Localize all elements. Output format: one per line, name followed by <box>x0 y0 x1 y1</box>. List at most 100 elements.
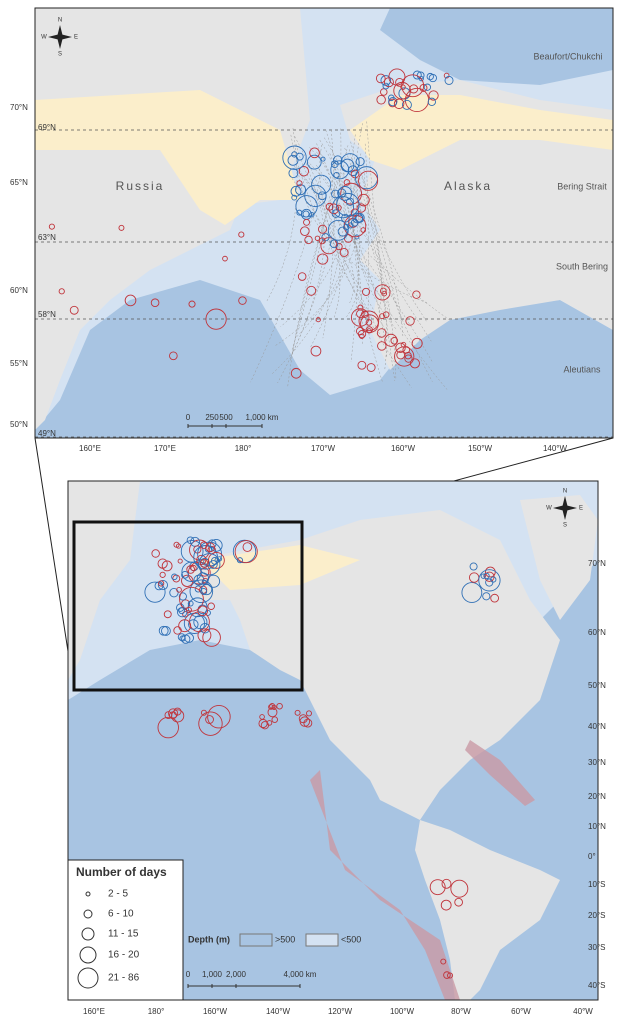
track-dot <box>124 294 137 307</box>
track-dot <box>291 194 298 201</box>
track-dot <box>176 587 182 593</box>
track-dot <box>150 298 160 308</box>
track-line <box>366 121 396 381</box>
track-dot <box>58 288 65 295</box>
track-dot <box>478 569 501 592</box>
track-dot <box>401 99 412 110</box>
lon-label: 160°W <box>391 444 416 453</box>
lon-label: 160°E <box>83 1007 105 1016</box>
track-line <box>295 166 433 362</box>
track-dot <box>159 571 166 578</box>
track-dot <box>347 222 354 229</box>
track-dot <box>118 224 125 231</box>
track-dot <box>358 310 380 332</box>
track-dot <box>298 166 309 177</box>
track-dot <box>267 707 278 718</box>
track-dot <box>343 179 351 186</box>
lon-label: 60°W <box>511 1007 531 1016</box>
track-dot <box>199 622 211 634</box>
track-dot <box>444 75 454 85</box>
legend-symbol <box>81 927 95 941</box>
track-dot <box>365 326 373 334</box>
track-dot <box>461 582 483 603</box>
track-dot <box>303 718 313 728</box>
track-dot <box>48 223 55 230</box>
track-dot <box>490 593 500 603</box>
lat-label: 70°N <box>588 559 606 568</box>
track-dot <box>358 170 379 191</box>
lon-label: 100°W <box>390 1007 415 1016</box>
lat-label: 55°N <box>10 359 28 368</box>
track-dot <box>384 333 398 347</box>
legend-symbol <box>79 946 97 964</box>
lon-label: 180° <box>235 444 252 453</box>
track-dot <box>443 72 450 79</box>
track-dot <box>169 588 179 598</box>
track-dot <box>375 73 386 84</box>
lon-label: 150°W <box>468 444 493 453</box>
track-line <box>309 141 358 349</box>
region-label: Beaufort/Chukchi <box>533 51 602 61</box>
track-dot <box>181 571 189 579</box>
track-dot <box>168 708 179 719</box>
track-dot <box>300 226 310 236</box>
track-line <box>266 128 298 301</box>
track-dot <box>343 214 367 238</box>
track-dot <box>271 716 279 723</box>
track-dot <box>409 84 419 94</box>
track-dot <box>346 197 355 206</box>
track-dot <box>173 541 180 548</box>
lat-label: 50°N <box>588 681 606 690</box>
lat-label: 40°S <box>588 981 605 990</box>
track-dot <box>207 552 225 569</box>
track-dot <box>189 579 214 604</box>
region-label: Aleutians <box>563 364 601 374</box>
lon-label: 120°W <box>328 1007 353 1016</box>
compass-letter: S <box>58 52 62 58</box>
scale-bar <box>187 424 263 428</box>
track-dot <box>340 182 363 205</box>
track-dot <box>484 566 496 578</box>
track-dot <box>335 242 343 251</box>
track-dot <box>357 360 367 370</box>
track-dot <box>426 72 434 81</box>
track-dot <box>336 192 360 217</box>
track-dot <box>299 716 311 727</box>
track-dot <box>395 342 406 354</box>
track-dot <box>314 235 321 241</box>
track-dot <box>447 972 454 979</box>
track-dot <box>440 899 452 911</box>
track-dot <box>208 560 218 569</box>
track-dot <box>388 97 398 107</box>
track-dot <box>309 211 315 218</box>
track-dot <box>207 704 231 729</box>
lat-label: 65°N <box>10 178 28 187</box>
track-dot <box>427 97 436 106</box>
track-dot <box>169 711 177 720</box>
track-dot <box>366 363 376 372</box>
track-dot <box>303 218 311 226</box>
track-dot <box>379 313 385 320</box>
track-line <box>280 139 345 327</box>
lat-label: 0° <box>588 852 596 861</box>
scale-label: 0 <box>186 413 191 422</box>
track-dot <box>295 195 318 218</box>
legend-label: 6 - 10 <box>108 909 134 920</box>
legend-label: 16 - 20 <box>108 950 140 961</box>
compass-letter: E <box>74 35 78 41</box>
track-dot <box>412 290 421 299</box>
top-map <box>35 8 613 438</box>
compass-letter: W <box>41 35 47 41</box>
track-dot <box>199 559 209 568</box>
track-dot <box>317 191 327 201</box>
track-dot <box>395 77 404 87</box>
track-dot <box>401 74 425 98</box>
track-dot <box>379 287 387 295</box>
lon-label: 40°W <box>573 1007 593 1016</box>
track-dot <box>376 95 386 105</box>
track-line <box>349 149 427 322</box>
track-dot <box>157 716 179 739</box>
lat-label: 60°N <box>588 628 606 637</box>
track-line <box>274 147 359 347</box>
